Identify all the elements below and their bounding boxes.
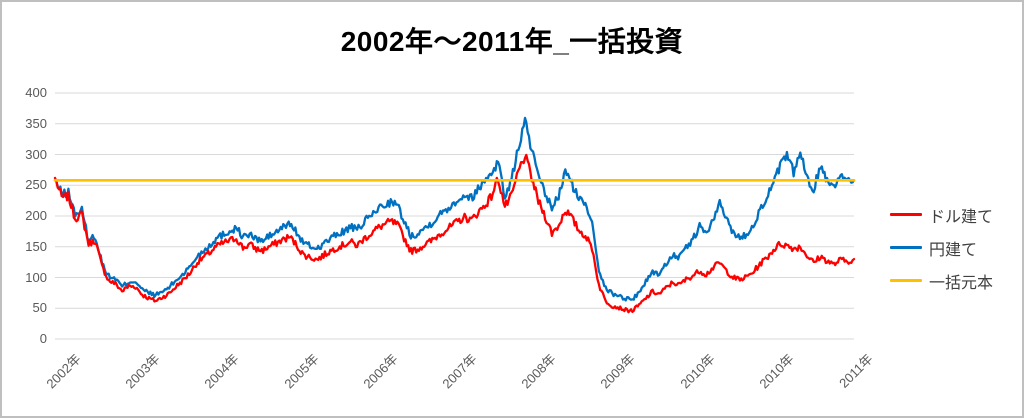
x-axis-tick-label: 2003年 [122,351,163,392]
y-axis-tick-label: 350 [25,116,47,131]
legend-label-yen: 円建て [929,241,978,259]
series-yen-line [53,116,856,302]
chart-title: 2002年～2011年_一括投資 [340,26,684,57]
x-axis-tick-label: 2008年 [518,351,559,392]
x-axis-tick-label: 2005年 [281,351,322,392]
y-axis-tick-label: 250 [25,177,47,192]
series-dollar-line [53,153,856,314]
legend-item-dollar: ドル建て [890,198,1022,231]
y-axis-tick-label: 300 [25,147,47,162]
legend: ドル建て 円建て 一括元本 [890,198,1022,297]
legend-label-dollar: ドル建て [929,208,994,226]
x-axis-tick-label: 2004年 [201,351,242,392]
x-axis-tick-label: 2006年 [360,351,401,392]
x-axis-tick-label: 2002年 [43,351,84,392]
y-axis-tick-label: 200 [25,208,47,223]
legend-item-principal: 一括元本 [890,264,1022,297]
x-axis-tick-label: 2011年 [836,351,876,391]
legend-swatch-principal-icon [890,279,922,282]
x-axis-tick-label: 2009年 [597,351,638,392]
y-axis-tick-label: 100 [25,270,47,285]
y-axis-tick-label: 0 [39,331,47,346]
x-axis-tick-label: 2010年 [677,351,718,392]
x-axis-tick-label: 2010年 [756,351,797,392]
y-axis-tick-label: 50 [32,300,47,315]
x-axis-tick-label: 2007年 [439,351,480,392]
y-axis-tick-label: 150 [25,239,47,254]
legend-swatch-dollar-icon [890,213,922,216]
legend-item-yen: 円建て [890,231,1022,264]
y-axis-tick-label: 400 [25,85,47,100]
legend-label-principal: 一括元本 [929,274,994,292]
legend-swatch-yen-icon [890,246,922,249]
